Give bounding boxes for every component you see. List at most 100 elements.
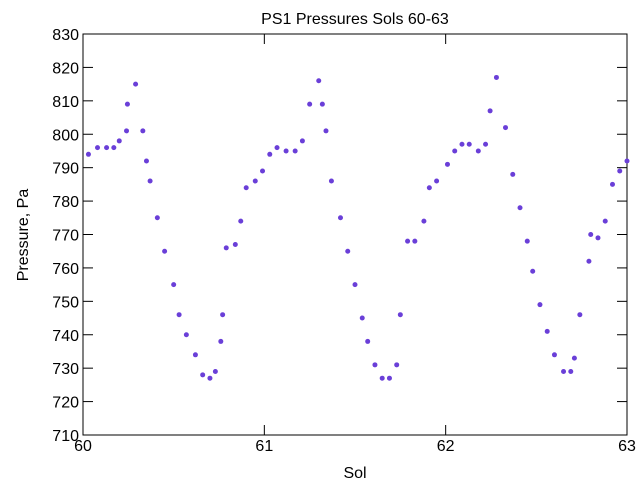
point	[104, 145, 110, 151]
point	[426, 185, 432, 191]
point	[452, 148, 458, 154]
point	[220, 312, 226, 318]
point	[133, 81, 139, 87]
x-tick-label: 61	[255, 438, 273, 455]
point	[434, 178, 440, 184]
point	[577, 312, 583, 318]
point	[116, 138, 122, 144]
point	[517, 205, 523, 211]
point	[530, 268, 536, 274]
point	[200, 372, 206, 378]
point	[223, 245, 229, 251]
point	[176, 312, 182, 318]
point	[537, 302, 543, 308]
point	[483, 141, 489, 147]
point	[571, 355, 577, 361]
y-tick-label: 770	[52, 228, 79, 245]
point	[503, 125, 509, 131]
point	[140, 128, 146, 134]
point	[394, 362, 400, 368]
y-tick-label: 730	[52, 361, 79, 378]
point	[212, 369, 218, 375]
point	[316, 78, 322, 84]
point	[260, 168, 266, 174]
y-tick-label: 750	[52, 294, 79, 311]
point	[274, 145, 280, 151]
point	[124, 128, 130, 134]
point	[386, 375, 392, 381]
point	[147, 178, 153, 184]
plot-frame	[82, 33, 628, 436]
point	[359, 315, 365, 321]
point	[252, 178, 258, 184]
point	[588, 232, 594, 237]
y-tick-label: 760	[52, 261, 79, 278]
point	[544, 328, 550, 334]
x-tick-label: 62	[437, 438, 455, 455]
point	[493, 74, 499, 80]
point	[95, 145, 101, 151]
y-tick-label: 830	[52, 27, 79, 44]
point	[111, 145, 117, 151]
point	[267, 151, 273, 157]
chart-title: PS1 Pressures Sols 60-63	[261, 11, 449, 28]
point	[609, 181, 615, 187]
point	[586, 258, 592, 264]
point	[232, 242, 238, 248]
point	[412, 238, 418, 244]
point	[352, 282, 358, 288]
y-tick-label: 820	[52, 60, 79, 77]
point	[602, 218, 608, 224]
point	[283, 148, 289, 154]
point	[487, 108, 493, 114]
y-tick-label: 720	[52, 395, 79, 412]
point	[372, 362, 378, 368]
point	[238, 218, 244, 224]
point	[524, 238, 530, 244]
y-tick-label: 800	[52, 127, 79, 144]
point	[568, 369, 574, 375]
y-tick-label: 710	[52, 428, 79, 445]
point	[510, 171, 516, 177]
point	[292, 148, 298, 154]
point	[319, 101, 325, 107]
point	[459, 141, 465, 147]
y-axis-label: Pressure, Pa	[15, 189, 32, 282]
point	[379, 375, 385, 381]
y-tick-label: 810	[52, 94, 79, 111]
point	[171, 282, 177, 288]
point	[551, 352, 557, 358]
x-tick-label: 60	[74, 438, 92, 455]
y-tick-label: 740	[52, 328, 79, 345]
point	[299, 138, 305, 144]
point	[624, 158, 630, 164]
point	[595, 235, 601, 241]
y-tick-label: 790	[52, 161, 79, 178]
point	[444, 161, 450, 167]
point	[421, 218, 427, 224]
point	[85, 151, 91, 157]
point	[337, 215, 343, 221]
x-tick-label: 63	[618, 438, 636, 455]
point	[405, 238, 411, 244]
point	[328, 178, 334, 184]
point	[192, 352, 198, 358]
point	[397, 312, 403, 318]
point	[365, 338, 371, 344]
point	[243, 185, 249, 191]
point	[323, 128, 329, 134]
point	[162, 248, 168, 254]
point	[124, 101, 130, 107]
point	[345, 248, 351, 254]
point	[475, 148, 481, 154]
x-axis-label: Sol	[343, 465, 366, 482]
point	[143, 158, 149, 164]
point	[617, 168, 623, 174]
point	[183, 332, 189, 338]
point	[466, 141, 472, 147]
point	[561, 369, 567, 375]
point	[207, 375, 213, 381]
y-tick-label: 780	[52, 194, 79, 211]
point	[307, 101, 313, 107]
